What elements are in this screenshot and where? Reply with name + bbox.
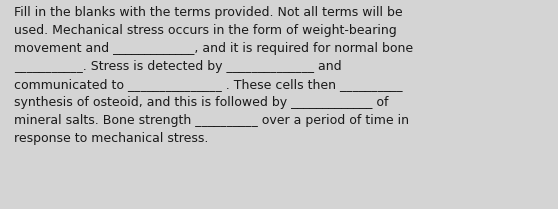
Text: Fill in the blanks with the terms provided. Not all terms will be
used. Mechanic: Fill in the blanks with the terms provid… [14,6,413,145]
